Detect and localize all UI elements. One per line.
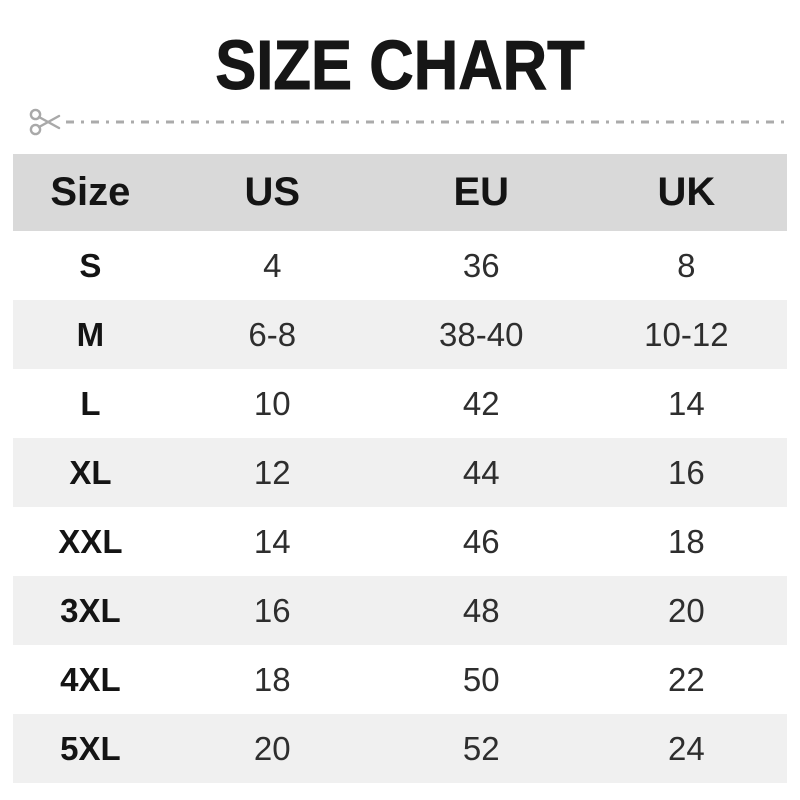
eu-value: 48 [462, 591, 500, 629]
table-body: S 4 36 8 M 6-8 38-40 10-12 L 10 42 14 XL… [13, 231, 787, 783]
uk-value: 20 [667, 591, 705, 629]
column-header-us: US [244, 170, 301, 214]
eu-value: 44 [462, 453, 500, 491]
size-label: XL [69, 453, 112, 491]
eu-value: 38-40 [439, 315, 524, 353]
uk-value: 24 [667, 729, 705, 767]
uk-value: 14 [667, 384, 705, 422]
size-label: 3XL [60, 591, 121, 629]
page-title: SIZE CHART [215, 26, 585, 104]
column-header-uk: UK [657, 170, 716, 214]
uk-value: 22 [667, 660, 705, 698]
column-header-size: Size [50, 170, 131, 214]
size-label: 4XL [60, 660, 121, 698]
us-value: 18 [253, 660, 291, 698]
eu-value: 42 [462, 384, 500, 422]
eu-value: 36 [462, 246, 500, 284]
eu-value: 52 [462, 729, 500, 767]
us-value: 16 [253, 591, 291, 629]
us-value: 20 [253, 729, 291, 767]
us-value: 10 [253, 384, 291, 422]
eu-value: 46 [462, 522, 500, 560]
size-label: M [76, 315, 105, 353]
size-label: S [79, 246, 102, 284]
us-value: 6-8 [248, 315, 297, 353]
dashed-cut-line [66, 120, 788, 124]
uk-value: 8 [677, 246, 696, 284]
table-row-5xl: 5XL 20 52 24 [13, 714, 787, 783]
cut-line [28, 104, 788, 140]
size-label: XXL [58, 522, 123, 560]
eu-value: 50 [462, 660, 500, 698]
us-value: 4 [263, 246, 282, 284]
table-row-xl: XL 12 44 16 [13, 438, 787, 507]
us-value: 14 [253, 522, 291, 560]
column-header-eu: EU [453, 170, 510, 214]
uk-value: 18 [667, 522, 705, 560]
uk-value: 16 [667, 453, 705, 491]
uk-value: 10-12 [644, 315, 729, 353]
table-row-s: S 4 36 8 [13, 231, 787, 300]
table-header-row: Size US EU UK [13, 154, 787, 231]
us-value: 12 [253, 453, 291, 491]
table-row-4xl: 4XL 18 50 22 [13, 645, 787, 714]
table-row-xxl: XXL 14 46 18 [13, 507, 787, 576]
scissors-icon [29, 108, 61, 136]
table-row-3xl: 3XL 16 48 20 [13, 576, 787, 645]
table-row-m: M 6-8 38-40 10-12 [13, 300, 787, 369]
size-label: L [80, 384, 101, 422]
table-row-l: L 10 42 14 [13, 369, 787, 438]
size-table: Size US EU UK S 4 36 8 M 6-8 38-40 10-12… [13, 154, 787, 783]
size-label: 5XL [60, 729, 121, 767]
